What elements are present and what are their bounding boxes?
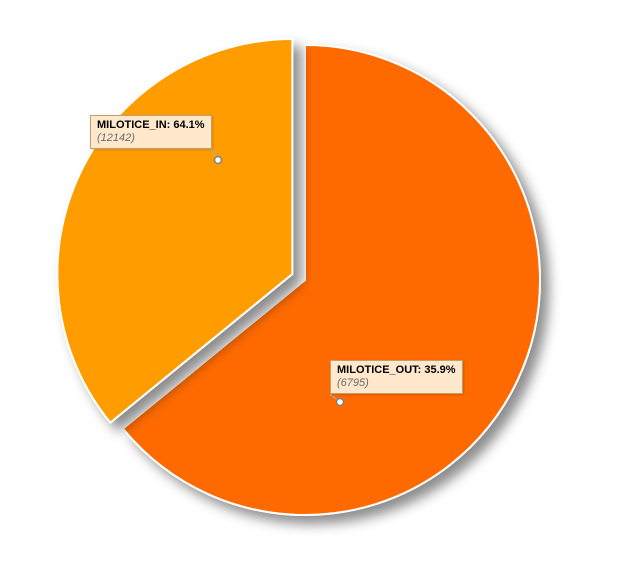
callout-milotice-in-title: MILOTICE_IN: 64.1%	[97, 119, 205, 132]
leader-marker	[337, 399, 344, 406]
leader-marker	[215, 157, 222, 164]
callout-milotice-out-title: MILOTICE_OUT: 35.9%	[337, 364, 456, 377]
callout-milotice-in: MILOTICE_IN: 64.1% (12142)	[90, 115, 212, 149]
slices-group	[57, 39, 540, 515]
pie-svg	[0, 0, 623, 567]
callout-milotice-out: MILOTICE_OUT: 35.9% (6795)	[330, 360, 463, 394]
callout-milotice-out-value: (6795)	[337, 377, 456, 390]
callout-milotice-in-value: (12142)	[97, 132, 205, 145]
pie-chart: MILOTICE_IN: 64.1% (12142) MILOTICE_OUT:…	[0, 0, 623, 567]
